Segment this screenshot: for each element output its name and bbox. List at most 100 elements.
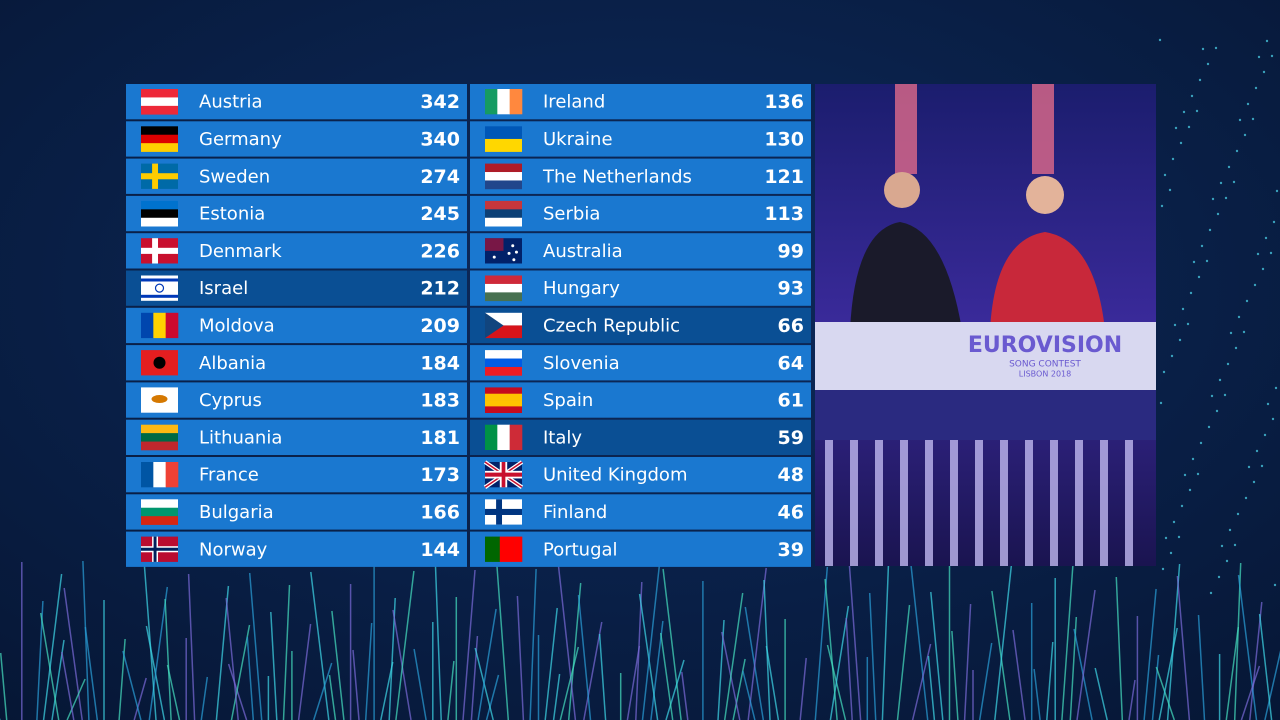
flag: [141, 89, 178, 115]
row-background: [126, 195, 467, 232]
flag-part: [497, 424, 510, 450]
country-name: Serbia: [543, 204, 600, 225]
score-row: Ireland 136: [470, 84, 811, 120]
row-background: [470, 195, 811, 232]
light-strand: [1115, 576, 1124, 720]
country-name: Israel: [199, 278, 248, 299]
sparkle: [1253, 283, 1257, 287]
row-background: [470, 531, 811, 567]
light-strand: [143, 559, 157, 720]
flag: [141, 350, 178, 376]
sparkle: [1236, 512, 1240, 516]
flag: [141, 126, 178, 152]
light-strand: [662, 568, 682, 720]
country-name: Germany: [199, 129, 282, 150]
score-row: Israel 212: [126, 270, 467, 306]
light-strand: [742, 670, 756, 720]
sparkle: [1216, 212, 1220, 216]
sparkle: [1206, 62, 1210, 66]
light-strand: [230, 624, 251, 720]
row-background: [470, 233, 811, 269]
light-strand: [1225, 626, 1240, 720]
country-name: Italy: [543, 427, 582, 448]
sparkle: [1244, 496, 1248, 500]
sparkle: [1186, 322, 1190, 326]
points: 144: [420, 539, 460, 561]
light-strand: [896, 604, 911, 720]
light-strand: [84, 626, 99, 720]
light-strand: [723, 592, 744, 720]
light-strand: [598, 633, 607, 720]
points: 274: [420, 166, 460, 188]
logo-subtitle: SONG CONTEST: [1009, 360, 1081, 370]
points: 166: [420, 501, 460, 523]
light-strand: [529, 568, 537, 720]
light-strand: [1128, 679, 1136, 720]
sparkle: [1208, 228, 1212, 232]
light-strand: [66, 678, 86, 720]
flag-part: [165, 462, 179, 488]
flag-part: [485, 366, 522, 376]
score-row: Italy 59: [470, 419, 811, 455]
flag-part: [485, 350, 522, 359]
sparkle: [1188, 488, 1192, 492]
flag-part: [485, 200, 522, 210]
flag-part: [141, 143, 178, 152]
row-background: [126, 121, 467, 157]
light-strand: [61, 651, 75, 720]
light-strand: [868, 592, 877, 720]
flag-part: [141, 516, 178, 525]
light-strand: [215, 585, 230, 720]
flag-part: [485, 209, 522, 219]
row-background: [126, 457, 467, 493]
flag-part: [507, 251, 511, 255]
country-name: Lithuania: [199, 427, 282, 448]
points: 342: [420, 91, 460, 113]
light-strand: [225, 597, 239, 720]
country-name: The Netherlands: [542, 166, 692, 187]
flag-part: [509, 89, 523, 115]
points: 59: [778, 427, 804, 449]
light-strand: [824, 578, 838, 720]
flag-part: [141, 278, 178, 282]
score-row: Lithuania 181: [126, 419, 467, 455]
light-strand: [765, 645, 780, 720]
flag: [485, 387, 522, 413]
flag-part: [141, 312, 154, 339]
points: 226: [420, 240, 460, 262]
light-strand: [626, 645, 641, 720]
flag: [141, 312, 179, 339]
sparkle: [1260, 464, 1264, 468]
sparkle: [1172, 520, 1176, 524]
flag-part: [485, 283, 522, 293]
sparkle: [1180, 504, 1184, 508]
light-strand: [1033, 668, 1041, 720]
sparkle: [1159, 401, 1163, 405]
sparkle: [1191, 457, 1195, 461]
logo-location: LISBON 2018: [1019, 370, 1071, 379]
sparkle: [1182, 110, 1186, 114]
sparkle: [1218, 378, 1222, 382]
light-strand: [1012, 629, 1026, 720]
flag: [141, 462, 179, 488]
flag-part: [485, 275, 522, 285]
light-strand: [63, 587, 83, 720]
country-name: Czech Republic: [543, 315, 680, 336]
flag-part: [512, 258, 516, 262]
light-strand: [122, 650, 142, 720]
sparkle: [1189, 291, 1193, 295]
points: 61: [778, 390, 804, 412]
sparkle: [1163, 173, 1167, 177]
sparkle: [1215, 409, 1219, 413]
sparkle: [1190, 94, 1194, 98]
light-strand: [994, 551, 1014, 720]
flag-part: [141, 89, 178, 98]
sparkle: [1179, 141, 1183, 145]
score-row: Moldova 209: [126, 307, 467, 344]
score-row: Spain 61: [470, 382, 811, 418]
sparkle: [1197, 275, 1201, 279]
flag: [141, 424, 178, 451]
flag-part: [485, 163, 522, 173]
flag-part: [141, 134, 178, 144]
row-background: [126, 158, 467, 194]
